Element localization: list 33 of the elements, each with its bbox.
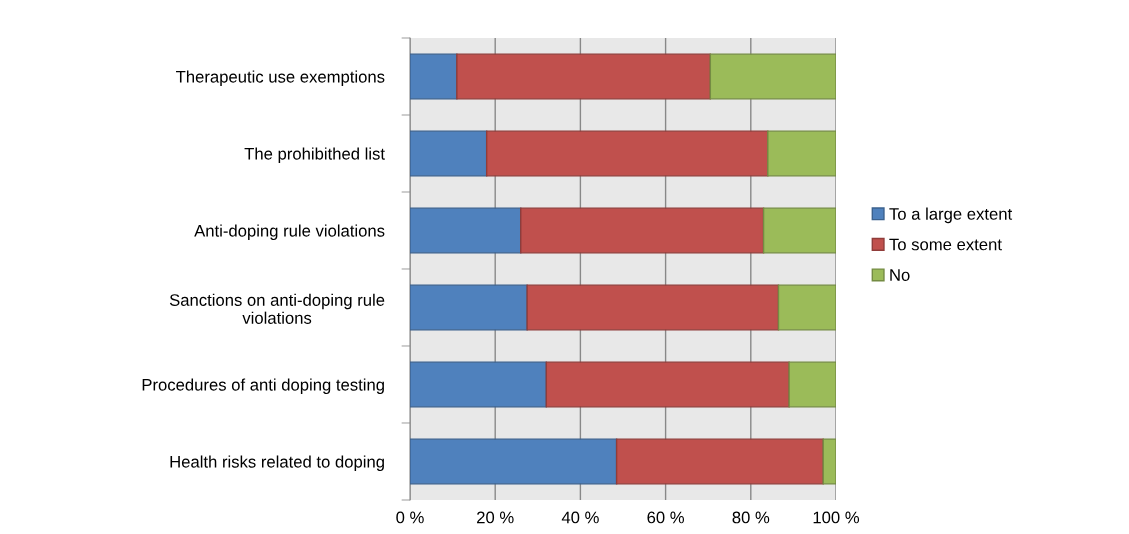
x-tick-label: 0 % [396, 511, 424, 524]
bar [410, 361, 548, 408]
bar [520, 207, 765, 254]
bar [615, 438, 824, 485]
bar [788, 361, 836, 408]
x-tick-label: 100 % [813, 511, 860, 524]
x-tick-label: 80 % [732, 511, 770, 524]
y-tick-label: Anti-doping rule violations [194, 224, 385, 240]
legend-label: No [890, 269, 910, 281]
bar [762, 207, 836, 254]
bar [526, 284, 780, 331]
bar [709, 53, 836, 100]
x-tick-label: 60 % [647, 511, 684, 524]
bar [410, 284, 528, 331]
x-tick-label: 40 % [561, 511, 599, 524]
bar [485, 130, 769, 177]
bar [777, 284, 836, 331]
y-tick-label: Therapeutic use exemptions [176, 70, 385, 86]
bar [410, 207, 522, 254]
bar [822, 438, 836, 485]
legend-label: To some extent [889, 238, 1002, 251]
y-tick-label: Sanctions on anti-doping rule violations [169, 293, 385, 324]
bar [410, 53, 458, 100]
y-tick-label: The prohibithed list [244, 147, 385, 163]
bar [767, 130, 836, 177]
y-tick-label: Procedures of anti doping testing [142, 378, 384, 394]
bar [410, 130, 488, 177]
x-tick-label: 20 % [477, 511, 514, 524]
bar [456, 53, 712, 100]
bar [545, 361, 790, 408]
legend-label: To a large extent [889, 207, 1013, 224]
bar [410, 438, 618, 485]
y-tick-label: Health risks related to doping [170, 455, 384, 471]
